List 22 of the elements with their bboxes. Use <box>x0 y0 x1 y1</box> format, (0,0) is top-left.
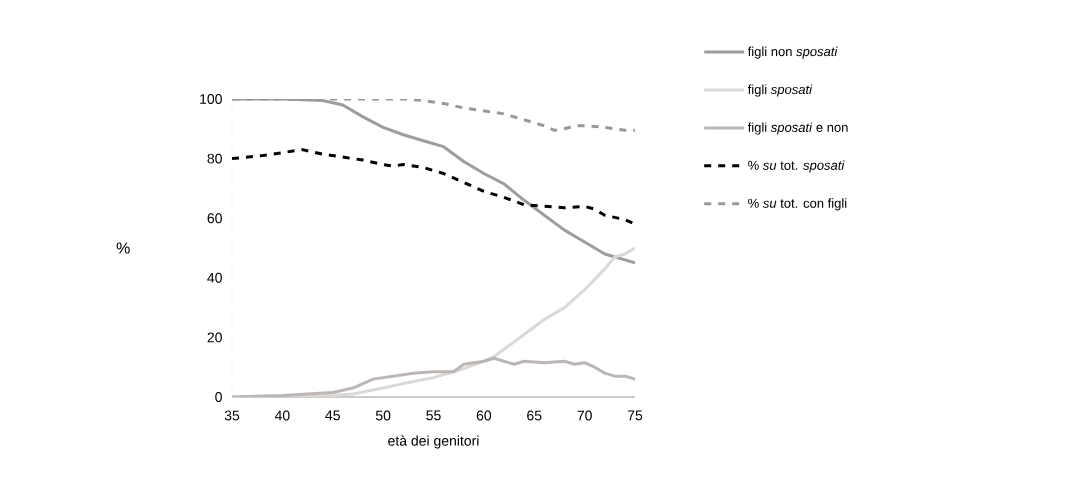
y-tick-label: 80 <box>207 153 222 164</box>
legend-label: figli sposati <box>747 84 813 97</box>
y-tick-label: 100 <box>200 94 222 104</box>
x-tick-label: 65 <box>527 410 542 421</box>
x-tick-label: 55 <box>426 410 441 421</box>
x-tick-label: 45 <box>325 410 340 421</box>
x-tick-label: 35 <box>224 410 240 421</box>
x-tick-label: 50 <box>375 410 391 421</box>
y-tick-label: 20 <box>207 332 222 343</box>
y-tick-label: 40 <box>207 272 222 283</box>
y-tick-label: 60 <box>207 213 222 224</box>
x-tick-label: 75 <box>627 410 643 421</box>
x-tick-label: 60 <box>476 410 492 421</box>
x-tick-label: 70 <box>577 410 592 421</box>
x-tick-label: 40 <box>274 410 290 421</box>
legend-label: % su tot. sposati <box>748 160 845 173</box>
legend-label: figli non sposati <box>747 46 838 59</box>
y-tick-label: 0 <box>215 392 222 402</box>
legend-label: % su tot. con figli <box>748 198 847 211</box>
y-axis-title: % <box>116 242 130 254</box>
legend-label: figli sposati e non <box>747 122 848 135</box>
x-axis-title: età dei genitori <box>388 435 479 449</box>
